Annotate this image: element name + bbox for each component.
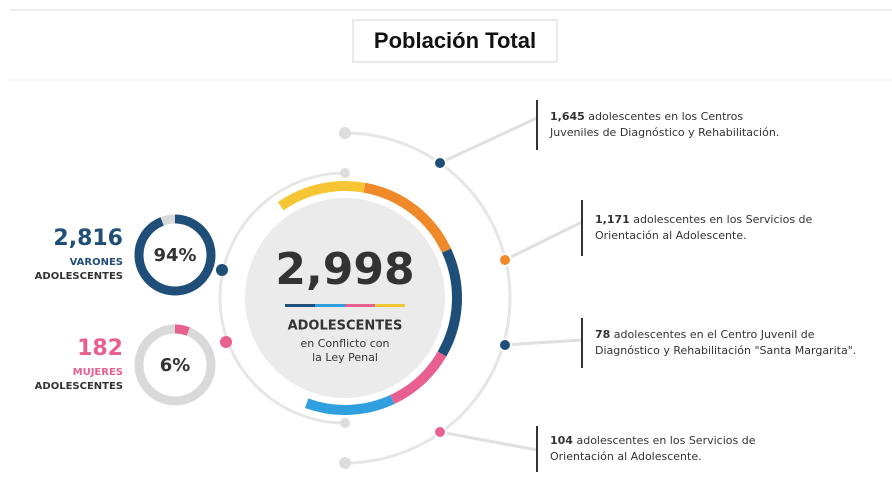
- center-line: Juveniles de Diagnóstico y Rehabilitació…: [549, 126, 779, 139]
- center-line: 1,645 adolescentes en los Centros: [550, 110, 743, 123]
- donut-percent: 94%: [153, 245, 196, 266]
- connector: [504, 220, 583, 262]
- node-dot: [433, 425, 447, 439]
- node-dot: [498, 338, 512, 352]
- center-text: adolescentes en los Servicios de: [573, 434, 756, 447]
- orbit-dot: [339, 457, 351, 469]
- node-dot: [498, 253, 512, 267]
- center-line: Diagnóstico y Rehabilitación "Santa Marg…: [595, 344, 856, 357]
- connector: [439, 430, 538, 452]
- title-box: [352, 19, 558, 63]
- group-count: 182: [77, 336, 123, 361]
- center-disc: [245, 198, 445, 398]
- center-text: adolescentes en el Centro Juvenil de: [610, 328, 814, 341]
- connector: [439, 116, 538, 165]
- center-text: adolescentes en los Centros: [585, 110, 744, 123]
- connector: [504, 338, 583, 347]
- group-label: ADOLESCENTES: [35, 381, 123, 392]
- ring-segment: [304, 394, 395, 415]
- ring-segment: [363, 182, 452, 253]
- center-label: ADOLESCENTES: [288, 319, 403, 334]
- group-count: 2,816: [53, 226, 123, 251]
- center-sublabel: la Ley Penal: [312, 351, 378, 364]
- underline: [375, 304, 405, 307]
- group-label: VARONES: [70, 257, 123, 268]
- node-dot: [216, 264, 228, 276]
- underline: [315, 304, 345, 307]
- center-sublabel: en Conflicto con: [301, 337, 390, 350]
- orbit-dot: [340, 418, 350, 428]
- ring-segment: [390, 351, 447, 405]
- underline: [345, 304, 375, 307]
- center-count: 78: [595, 328, 610, 341]
- donut-arc: [134, 214, 216, 296]
- center-line: 78 adolescentes en el Centro Juvenil de: [595, 328, 815, 341]
- orbit: [344, 131, 512, 465]
- ring-segment: [277, 181, 366, 211]
- group-label: MUJERES: [73, 367, 123, 378]
- node-dot: [220, 336, 232, 348]
- center-text: adolescentes en los Servicios de: [630, 213, 813, 226]
- orbit-dot: [339, 127, 351, 139]
- center-count: 104: [550, 434, 573, 447]
- group-label: ADOLESCENTES: [35, 271, 123, 282]
- donut-percent: 6%: [160, 355, 191, 376]
- center-line: Orientación al Adolescente.: [595, 229, 747, 242]
- title: Población Total: [374, 28, 536, 53]
- center-count: 1,171: [595, 213, 630, 226]
- center-count: 1,645: [550, 110, 585, 123]
- orbit-dot: [340, 168, 350, 178]
- node-dot: [433, 156, 447, 170]
- center-line: Orientación al Adolescente.: [550, 450, 702, 463]
- center-line: 104 adolescentes en los Servicios de: [550, 434, 756, 447]
- center-line: 1,171 adolescentes en los Servicios de: [595, 213, 813, 226]
- orbit: [218, 171, 346, 425]
- ring-segment: [437, 248, 462, 357]
- donut-arc: [134, 324, 216, 406]
- total: 2,998: [275, 244, 414, 295]
- underline: [285, 304, 315, 307]
